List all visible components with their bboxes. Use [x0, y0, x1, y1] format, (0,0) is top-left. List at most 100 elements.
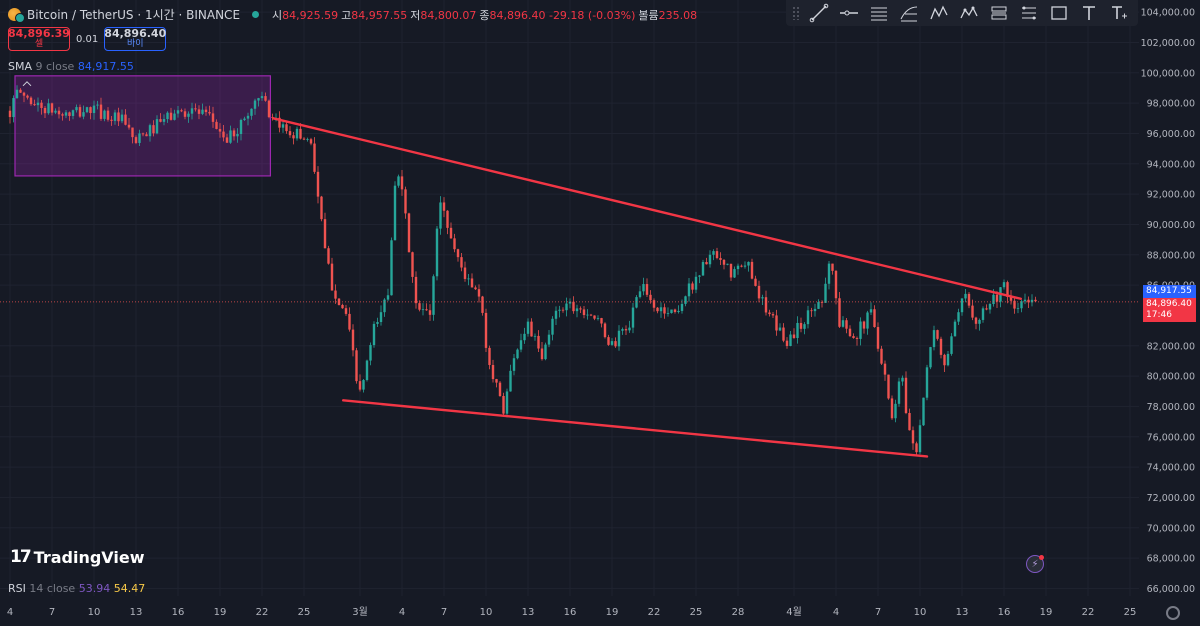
elliott-wave-icon[interactable]: [956, 2, 982, 24]
short-position-icon[interactable]: [1016, 2, 1042, 24]
trendlines[interactable]: [272, 117, 1022, 458]
text-icon[interactable]: [1076, 2, 1102, 24]
rsi-ma-value: 54.47: [113, 582, 146, 595]
price-tick-label: 94,000.00: [1147, 159, 1195, 170]
time-tick-label: 13: [956, 607, 969, 618]
candle: [638, 291, 642, 298]
price-axis[interactable]: 104,000.00 102,000.00 100,000.00 98,000.00 9…: [1141, 8, 1195, 595]
candle: [565, 303, 568, 311]
candle: [211, 113, 215, 122]
buy-button[interactable]: 84,896.40 바이: [104, 27, 167, 51]
candle: [897, 381, 901, 404]
candle: [110, 119, 113, 121]
candle: [852, 336, 855, 338]
candle: [285, 124, 288, 132]
ohlc-value: 84,896.40: [489, 8, 546, 22]
price-tick-label: 80,000.00: [1147, 372, 1195, 383]
candle: [47, 103, 50, 114]
candle: [92, 105, 96, 114]
candle: [936, 330, 939, 339]
candle: [418, 303, 421, 310]
candle: [796, 322, 799, 338]
candle: [239, 119, 243, 134]
candle: [341, 304, 344, 309]
candle: [533, 335, 537, 337]
time-tick-label: 25: [1124, 607, 1137, 618]
candle: [1023, 299, 1027, 302]
buy-label: 바이: [126, 39, 144, 49]
candle: [197, 109, 201, 114]
xabcd-pattern-icon[interactable]: [926, 2, 952, 24]
candle: [428, 310, 432, 315]
candle: [848, 328, 852, 337]
symbol-legend[interactable]: Bitcoin / TetherUS · 1시간 · BINANCE 시84,9…: [8, 6, 697, 23]
sma-legend[interactable]: SMA 9 close 84,917.55: [8, 60, 134, 73]
candle: [463, 267, 467, 279]
rsi-legend[interactable]: RSI 14 close 53.94 54.47: [8, 582, 145, 595]
candle: [596, 318, 600, 319]
parallel-channel-icon[interactable]: [866, 2, 892, 24]
ohlc-label: 시: [272, 8, 283, 22]
candle: [568, 301, 572, 304]
candle: [642, 284, 645, 292]
price-tick-label: 66,000.00: [1147, 584, 1195, 595]
candle: [288, 131, 292, 136]
fib-retracement-icon[interactable]: [896, 2, 922, 24]
candle: [694, 276, 698, 290]
candle: [813, 308, 817, 312]
rsi-value: 53.94: [78, 582, 111, 595]
candle: [974, 317, 978, 324]
candle: [908, 412, 911, 431]
candle: [71, 110, 75, 116]
time-tick-label: 16: [564, 607, 577, 618]
candle: [708, 254, 712, 265]
candle: [988, 303, 992, 310]
candle: [887, 374, 890, 399]
candle: [516, 349, 519, 359]
trade-panel: 84,896.39 셀 0.01 84,896.40 바이: [8, 27, 167, 51]
candle: [120, 114, 124, 122]
ohlc-label: 저: [410, 8, 421, 22]
candle: [862, 321, 866, 329]
horizontal-ray-icon[interactable]: [836, 2, 862, 24]
rectangle-icon[interactable]: [1046, 2, 1072, 24]
candle: [470, 278, 474, 288]
candle: [645, 284, 649, 295]
tradingview-logo[interactable]: 17 TradingView: [10, 547, 145, 567]
chart-settings-icon[interactable]: [1166, 606, 1180, 620]
sma-value: 84,917.55: [77, 60, 134, 73]
candle: [1016, 308, 1020, 310]
candle: [225, 137, 229, 143]
sell-button[interactable]: 84,896.39 셀: [8, 27, 70, 51]
candle: [579, 308, 582, 310]
trend-line-icon[interactable]: [806, 2, 832, 24]
long-position-icon[interactable]: [986, 2, 1012, 24]
candle: [726, 263, 729, 265]
candle: [957, 312, 960, 322]
candle: [215, 121, 218, 129]
anchored-text-icon[interactable]: [1106, 2, 1132, 24]
candle: [589, 314, 593, 316]
ohlc-value: 84,800.07: [420, 8, 477, 22]
candle: [138, 133, 141, 143]
range-box[interactable]: [14, 75, 271, 177]
symbol-title[interactable]: Bitcoin / TetherUS · 1시간 · BINANCE: [27, 8, 241, 22]
lightning-alert-icon[interactable]: ⚡: [1026, 555, 1044, 573]
candle: [397, 176, 400, 186]
time-axis[interactable]: 4 7 10 13 16 19 22 25 3월 4 7 10 13 16 19 22 25 28 4월 4 7 10 13…: [7, 606, 1137, 618]
price-tick-label: 76,000.00: [1147, 432, 1195, 443]
candle: [148, 125, 152, 137]
candle: [530, 321, 533, 337]
candle: [624, 329, 628, 331]
candle: [152, 125, 155, 134]
candle: [194, 108, 197, 110]
candle: [761, 297, 764, 299]
candle: [1030, 299, 1034, 303]
candle: [425, 309, 428, 311]
candle: [831, 263, 834, 271]
candle: [330, 263, 334, 291]
upper-resistance-trendline: [272, 117, 1022, 300]
drag-handle-icon[interactable]: [792, 6, 800, 20]
candle: [918, 425, 922, 453]
